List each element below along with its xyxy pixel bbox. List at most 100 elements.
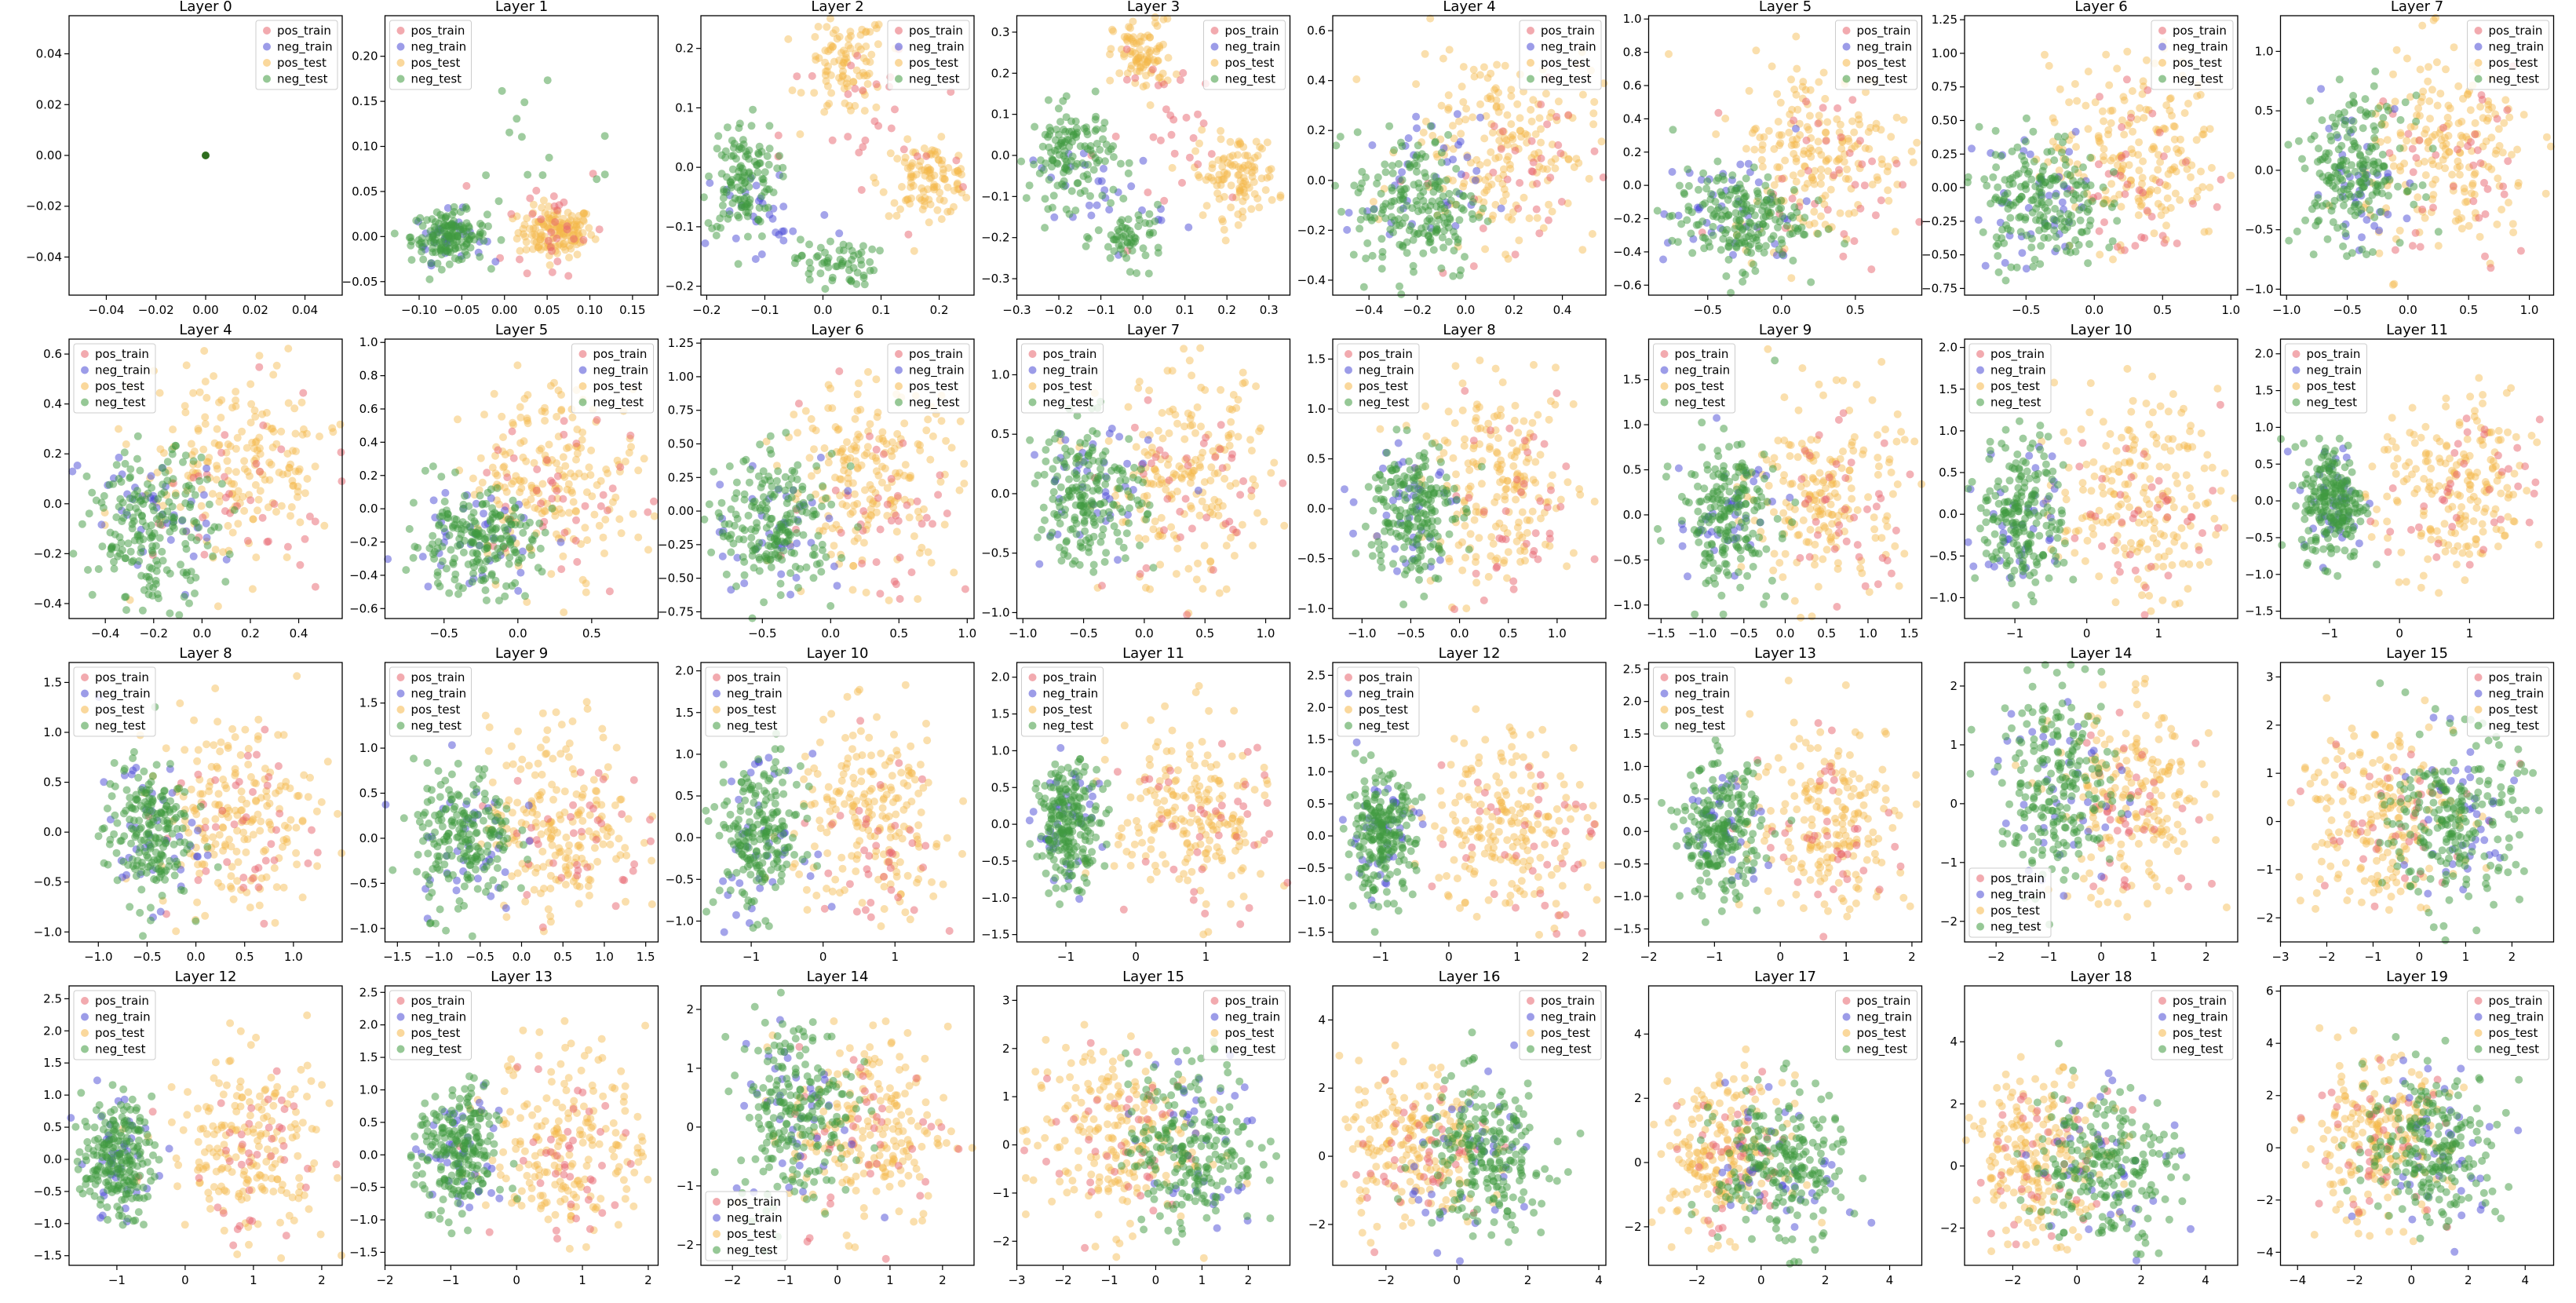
point-pos_test (476, 454, 485, 462)
point-neg_test (450, 207, 458, 216)
point-pos_train (1858, 160, 1866, 169)
point-neg_test (451, 575, 459, 584)
point-pos_test (925, 174, 934, 183)
point-pos_test (1140, 33, 1148, 42)
point-pos_test (1806, 86, 1815, 94)
point-pos_test (208, 490, 217, 498)
point-pos_test (797, 89, 805, 97)
point-pos_test (1817, 173, 1826, 181)
point-pos_test (947, 443, 956, 452)
point-pos_test (560, 608, 568, 617)
point-pos_train (2439, 123, 2447, 132)
point-pos_test (824, 47, 833, 56)
point-pos_test (851, 414, 859, 423)
point-neg_train (443, 204, 452, 212)
point-pos_test (1220, 225, 1228, 234)
point-pos_train (904, 230, 913, 239)
point-neg_test (2301, 216, 2310, 224)
point-pos_train (553, 487, 561, 495)
point-pos_test (1768, 62, 1776, 71)
point-pos_test (885, 596, 893, 604)
point-neg_test (776, 579, 785, 588)
point-neg_test (1398, 176, 1407, 184)
point-neg_test (2332, 119, 2341, 128)
point-neg_test (442, 564, 451, 573)
point-neg_test (1753, 189, 1762, 198)
point-neg_test (1031, 122, 1039, 131)
point-neg_test (2370, 160, 2379, 169)
point-pos_test (2514, 179, 2523, 187)
point-pos_test (960, 480, 969, 487)
point-neg_test (2084, 259, 2093, 268)
point-neg_test (732, 510, 740, 519)
point-pos_test (1263, 138, 1272, 147)
point-pos_test (1810, 180, 1819, 188)
point-pos_test (501, 484, 509, 491)
point-pos_train (533, 465, 542, 473)
legend-marker-neg_test (2474, 75, 2483, 83)
point-pos_test (858, 25, 867, 34)
x-tick-label: −0.5 (748, 626, 776, 641)
point-pos_train (221, 473, 228, 481)
point-pos_test (538, 231, 546, 239)
point-neg_test (2412, 91, 2421, 100)
point-neg_test (1030, 160, 1038, 169)
point-pos_test (203, 393, 211, 402)
point-pos_test (1907, 147, 1916, 155)
point-pos_test (2071, 80, 2079, 88)
point-neg_test (2052, 192, 2060, 200)
point-neg_test (1381, 160, 1389, 169)
point-pos_test (826, 14, 834, 23)
point-pos_train (1189, 133, 1198, 142)
point-neg_train (1974, 216, 1983, 224)
point-neg_test (139, 500, 148, 509)
point-neg_test (1363, 239, 1372, 247)
point-pos_test (2107, 119, 2115, 127)
point-neg_test (787, 474, 796, 483)
point-neg_test (1449, 272, 1458, 280)
x-tick-label: 0.0 (192, 626, 211, 641)
point-neg_test (112, 461, 121, 469)
point-pos_test (1773, 89, 1782, 98)
subplot-9: Layer 5−0.5 0.0 0.5−0.6−0.4−0.20.00.20.40.… (349, 322, 659, 641)
point-neg_test (2341, 229, 2350, 238)
point-neg_test (1144, 269, 1153, 278)
point-neg_test (527, 551, 536, 560)
point-pos_test (1585, 174, 1593, 183)
point-pos_train (507, 210, 516, 218)
point-pos_test (509, 421, 518, 429)
point-neg_test (1992, 163, 2001, 172)
point-neg_test (1045, 123, 1054, 132)
point-neg_test (1362, 254, 1370, 263)
point-pos_test (1516, 126, 1525, 135)
point-pos_test (571, 225, 579, 234)
point-pos_test (320, 521, 329, 530)
point-neg_train (833, 582, 841, 590)
point-pos_test (2471, 119, 2479, 127)
point-neg_test (2071, 235, 2080, 244)
point-neg_test (1439, 243, 1447, 252)
y-tick-label: −0.50 (1921, 248, 1958, 262)
point-pos_test (1139, 82, 1148, 91)
point-pos_test (2170, 135, 2179, 144)
point-neg_test (85, 509, 93, 518)
point-neg_test (793, 529, 801, 537)
point-neg_test (818, 259, 826, 268)
legend-marker-neg_train (263, 42, 271, 51)
point-pos_test (1458, 82, 1466, 91)
point-pos_train (891, 105, 899, 114)
point-pos_train (2415, 136, 2424, 144)
point-neg_test (1124, 215, 1133, 224)
point-neg_test (2327, 137, 2336, 145)
point-pos_test (181, 408, 190, 417)
point-neg_test (2355, 200, 2363, 209)
point-pos_test (553, 459, 560, 468)
point-pos_test (565, 254, 573, 262)
point-neg_test (1083, 170, 1092, 179)
point-neg_train (480, 509, 487, 518)
point-pos_test (258, 410, 267, 418)
point-neg_test (1684, 165, 1692, 173)
point-pos_test (572, 222, 581, 231)
point-pos_test (929, 432, 937, 440)
point-pos_test (1221, 236, 1230, 245)
